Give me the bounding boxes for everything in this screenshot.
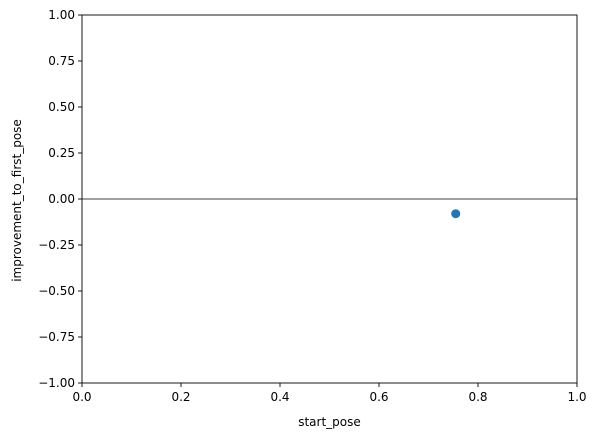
x-axis-label: start_pose bbox=[298, 415, 361, 429]
x-tick-label: 0.0 bbox=[72, 390, 91, 404]
x-tick-label: 0.8 bbox=[468, 390, 487, 404]
y-tick-label: −0.75 bbox=[38, 330, 75, 344]
data-points bbox=[451, 209, 461, 219]
x-tick-label: 0.4 bbox=[270, 390, 289, 404]
y-tick-label: −0.25 bbox=[38, 238, 75, 252]
y-axis-label: improvement_to_first_pose bbox=[10, 119, 24, 282]
data-point bbox=[451, 209, 461, 219]
y-tick-label: −0.50 bbox=[38, 284, 75, 298]
y-tick-label: 0.25 bbox=[48, 146, 75, 160]
x-axis-ticks: 0.0 0.2 0.4 0.6 0.8 1.0 bbox=[72, 383, 587, 404]
y-axis-ticks: 1.00 0.75 0.50 0.25 0.00 −0.25 −0.50 −0.75 −1.00 bbox=[38, 8, 82, 390]
y-tick-label: 0.00 bbox=[48, 192, 75, 206]
x-tick-label: 1.0 bbox=[567, 390, 586, 404]
y-tick-label: −1.00 bbox=[38, 376, 75, 390]
y-tick-label: 0.75 bbox=[48, 54, 75, 68]
x-tick-label: 0.2 bbox=[171, 390, 190, 404]
y-tick-label: 1.00 bbox=[48, 8, 75, 22]
x-tick-label: 0.6 bbox=[369, 390, 388, 404]
y-tick-label: 0.50 bbox=[48, 100, 75, 114]
